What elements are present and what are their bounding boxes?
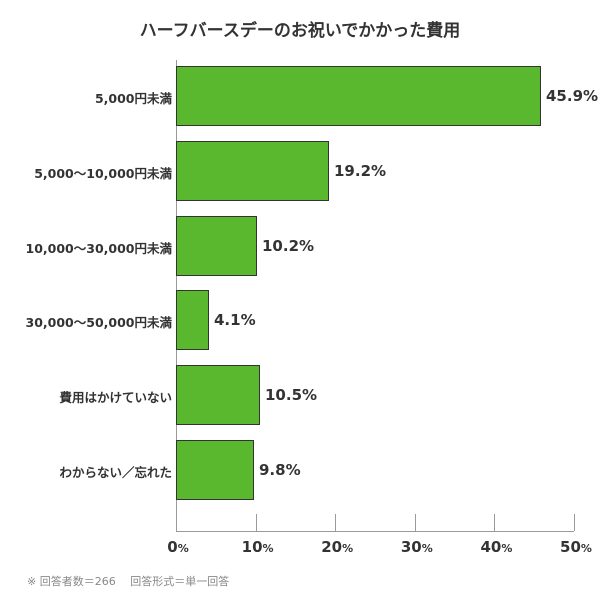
category-label: 5,000〜10,000円未満 <box>34 166 172 181</box>
x-tick-unit: % <box>501 542 513 555</box>
footnote: ※ 回答者数＝266 回答形式＝単一回答 <box>27 575 230 588</box>
chart-title: ハーフバースデーのお祝いでかかった費用 <box>139 21 461 41</box>
x-tick-mark <box>255 514 257 531</box>
x-tick-unit: % <box>262 542 274 555</box>
value-label: 10.5% <box>265 386 318 404</box>
category-label: 30,000〜50,000円未満 <box>25 315 172 330</box>
x-tick-label: 50% <box>546 538 600 556</box>
x-tick-mark <box>574 514 575 531</box>
category-label: わからない／忘れた <box>59 465 172 480</box>
bar <box>176 216 257 276</box>
x-tick-unit: % <box>580 542 592 555</box>
x-tick-number: 0 <box>167 538 178 556</box>
x-tick-mark <box>494 514 496 531</box>
x-tick-label: 40% <box>466 538 526 556</box>
x-axis-line <box>176 531 574 532</box>
x-tick-number: 40 <box>480 538 502 556</box>
bar <box>176 440 254 500</box>
bar <box>176 66 541 126</box>
category-label: 費用はかけていない <box>59 390 172 405</box>
x-tick-label: 30% <box>387 538 447 556</box>
x-tick-mark <box>335 514 337 531</box>
x-tick-label: 10% <box>228 538 288 556</box>
value-label: 10.2% <box>262 237 315 255</box>
x-tick-mark <box>414 514 416 531</box>
value-label: 9.8% <box>259 461 301 479</box>
value-label: 45.9% <box>546 87 599 105</box>
x-tick-number: 50 <box>560 538 581 556</box>
x-tick-unit: % <box>177 542 189 555</box>
x-tick-number: 20 <box>321 538 343 556</box>
value-label: 19.2% <box>334 162 387 180</box>
value-label: 4.1% <box>214 311 256 329</box>
category-label: 5,000円未満 <box>94 91 172 106</box>
bar <box>176 365 260 425</box>
x-tick-unit: % <box>342 542 354 555</box>
bar <box>176 290 209 350</box>
x-tick-label: 0% <box>148 538 208 556</box>
bar <box>176 141 329 201</box>
x-tick-number: 30 <box>400 538 422 556</box>
x-tick-number: 10 <box>241 538 263 556</box>
x-tick-unit: % <box>421 542 433 555</box>
category-label: 10,000〜30,000円未満 <box>25 241 172 256</box>
x-tick-label: 20% <box>307 538 367 556</box>
